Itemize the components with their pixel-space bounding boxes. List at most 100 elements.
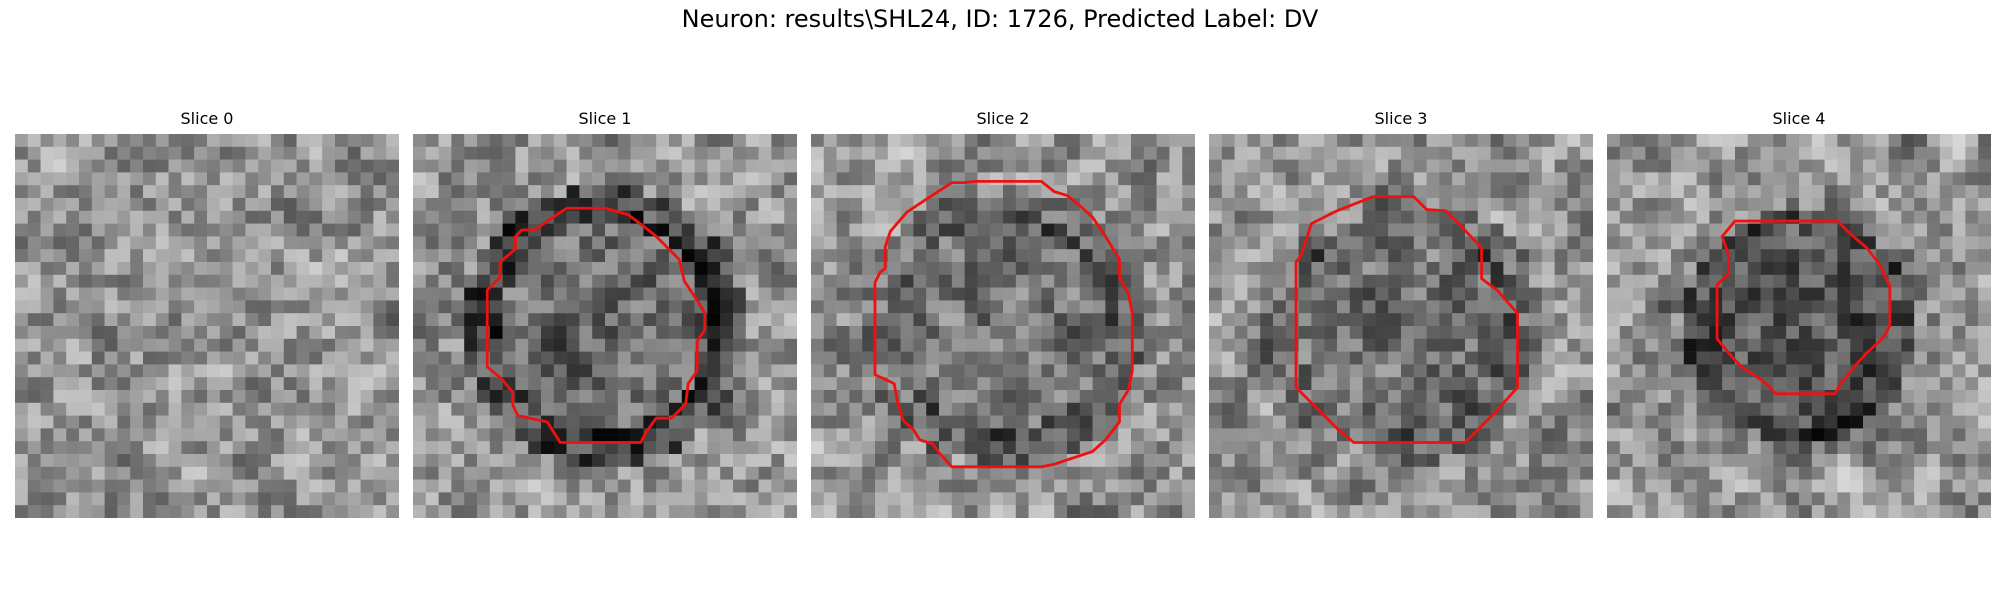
image-pixel bbox=[1298, 210, 1312, 224]
image-pixel bbox=[425, 262, 439, 276]
image-pixel bbox=[373, 351, 387, 365]
image-pixel bbox=[207, 274, 221, 288]
image-pixel bbox=[207, 338, 221, 352]
image-pixel bbox=[875, 198, 889, 212]
image-pixel bbox=[1516, 210, 1530, 224]
image-pixel bbox=[1965, 441, 1979, 455]
image-pixel bbox=[656, 249, 670, 263]
image-pixel bbox=[1209, 210, 1223, 224]
image-pixel bbox=[1619, 236, 1633, 250]
image-pixel bbox=[694, 236, 708, 250]
image-pixel bbox=[489, 466, 503, 480]
image-pixel bbox=[758, 492, 772, 506]
image-pixel bbox=[643, 300, 657, 314]
image-pixel bbox=[1401, 223, 1415, 237]
image-pixel bbox=[1541, 441, 1555, 455]
image-pixel bbox=[1247, 351, 1261, 365]
image-pixel bbox=[1824, 300, 1838, 314]
image-pixel bbox=[1696, 466, 1710, 480]
image-pixel bbox=[91, 351, 105, 365]
image-pixel bbox=[1131, 390, 1145, 404]
image-pixel bbox=[502, 377, 516, 391]
image-pixel bbox=[1529, 223, 1543, 237]
image-pixel bbox=[1388, 249, 1402, 263]
image-pixel bbox=[1914, 146, 1928, 160]
image-pixel bbox=[669, 466, 683, 480]
image-pixel bbox=[335, 236, 349, 250]
image-pixel bbox=[1143, 505, 1157, 518]
image-pixel bbox=[1298, 287, 1312, 301]
image-pixel bbox=[681, 210, 695, 224]
image-pixel bbox=[836, 454, 850, 468]
image-pixel bbox=[502, 300, 516, 314]
image-pixel bbox=[1311, 287, 1325, 301]
image-pixel bbox=[296, 390, 310, 404]
image-pixel bbox=[91, 326, 105, 340]
image-pixel bbox=[617, 338, 631, 352]
image-pixel bbox=[1567, 479, 1581, 493]
image-pixel bbox=[451, 300, 465, 314]
image-pixel bbox=[745, 223, 759, 237]
image-pixel bbox=[1324, 172, 1338, 186]
image-pixel bbox=[1285, 146, 1299, 160]
image-pixel bbox=[219, 262, 233, 276]
image-pixel bbox=[1067, 428, 1081, 442]
image-pixel bbox=[964, 236, 978, 250]
image-pixel bbox=[66, 326, 80, 340]
image-pixel bbox=[733, 364, 747, 378]
image-pixel bbox=[1413, 505, 1427, 518]
image-pixel bbox=[1786, 466, 1800, 480]
image-pixel bbox=[1888, 262, 1902, 276]
image-pixel bbox=[1182, 402, 1195, 416]
image-pixel bbox=[425, 249, 439, 263]
image-pixel bbox=[745, 326, 759, 340]
image-pixel bbox=[143, 159, 157, 173]
image-pixel bbox=[322, 146, 336, 160]
image-pixel bbox=[1632, 159, 1646, 173]
image-pixel bbox=[464, 185, 478, 199]
image-pixel bbox=[528, 146, 542, 160]
image-pixel bbox=[951, 441, 965, 455]
image-pixel bbox=[27, 441, 41, 455]
image-pixel bbox=[1541, 492, 1555, 506]
image-pixel bbox=[53, 262, 67, 276]
image-pixel bbox=[1465, 492, 1479, 506]
image-pixel bbox=[347, 223, 361, 237]
image-pixel bbox=[1888, 441, 1902, 455]
image-pixel bbox=[939, 172, 953, 186]
image-pixel bbox=[1760, 159, 1774, 173]
image-pixel bbox=[130, 287, 144, 301]
image-pixel bbox=[360, 351, 374, 365]
image-pixel bbox=[1914, 402, 1928, 416]
image-pixel bbox=[79, 326, 93, 340]
image-pixel bbox=[1041, 198, 1055, 212]
image-pixel bbox=[271, 505, 285, 518]
image-pixel bbox=[1388, 313, 1402, 327]
image-pixel bbox=[1054, 159, 1068, 173]
image-pixel bbox=[1901, 249, 1915, 263]
image-pixel bbox=[91, 146, 105, 160]
image-pixel bbox=[386, 313, 399, 327]
image-pixel bbox=[15, 351, 29, 365]
image-pixel bbox=[1041, 159, 1055, 173]
image-pixel bbox=[1118, 198, 1132, 212]
image-pixel bbox=[1105, 262, 1119, 276]
image-pixel bbox=[836, 210, 850, 224]
image-pixel bbox=[66, 415, 80, 429]
image-pixel bbox=[53, 198, 67, 212]
image-pixel bbox=[1850, 313, 1864, 327]
image-pixel bbox=[1567, 159, 1581, 173]
image-pixel bbox=[1426, 146, 1440, 160]
image-pixel bbox=[1234, 390, 1248, 404]
image-pixel bbox=[1118, 351, 1132, 365]
image-pixel bbox=[1952, 236, 1966, 250]
image-pixel bbox=[1221, 274, 1235, 288]
image-pixel bbox=[656, 454, 670, 468]
image-pixel bbox=[579, 236, 593, 250]
image-pixel bbox=[643, 479, 657, 493]
image-pixel bbox=[335, 262, 349, 276]
image-pixel bbox=[347, 287, 361, 301]
image-pixel bbox=[1541, 505, 1555, 518]
image-pixel bbox=[1696, 428, 1710, 442]
image-pixel bbox=[219, 454, 233, 468]
